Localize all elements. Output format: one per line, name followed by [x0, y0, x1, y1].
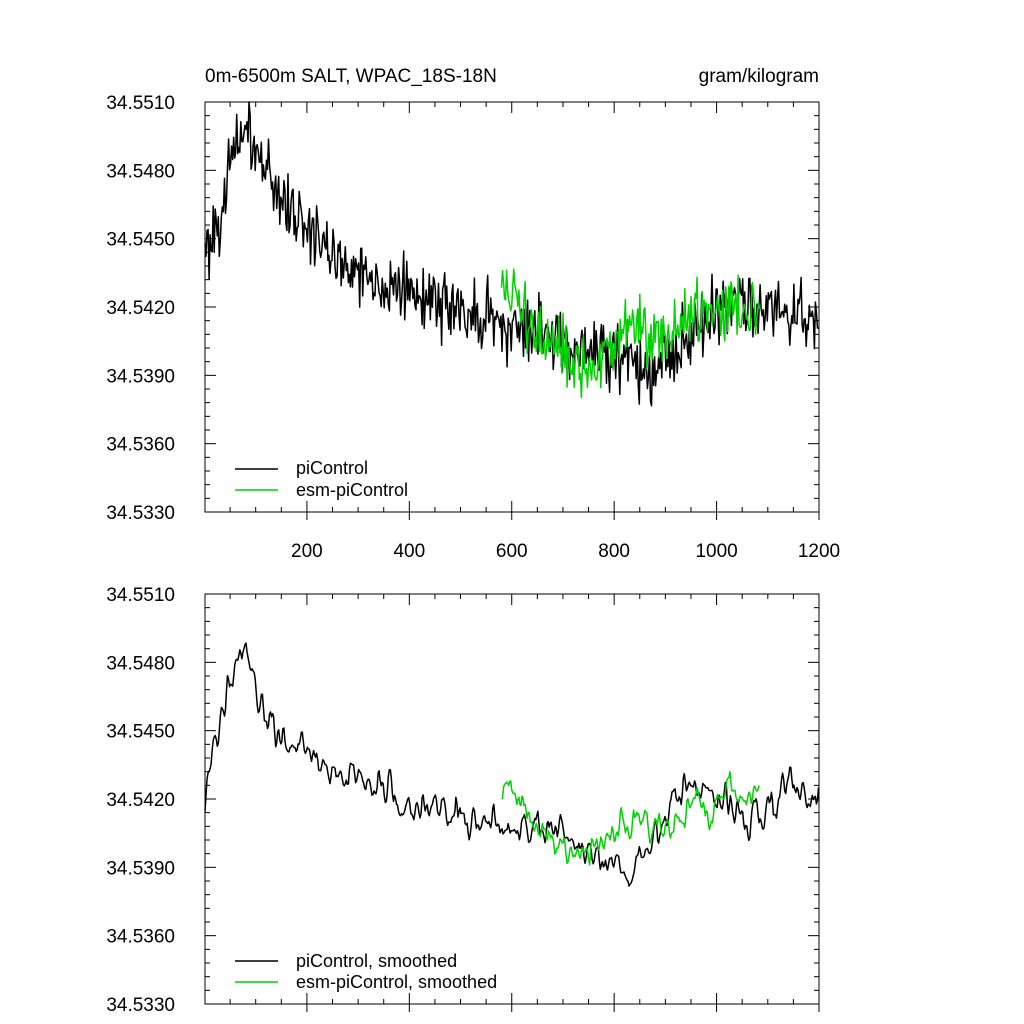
top-legend: piControl esm-piControl — [235, 458, 408, 500]
series-line-esm-picontrol-smoothed — [501, 770, 761, 866]
y-tick-label: 34.5330 — [106, 995, 175, 1016]
top-legend-label-esm-picontrol: esm-piControl — [296, 480, 408, 500]
x-tick-label: 400 — [393, 541, 425, 562]
top-legend-label-picontrol: piControl — [296, 458, 368, 478]
y-tick-label: 34.5360 — [106, 927, 175, 948]
top-tick-marks — [205, 101, 820, 520]
series-line-esm-picontrol — [500, 268, 761, 399]
x-tick-label: 600 — [496, 541, 528, 562]
y-tick-label: 34.5510 — [106, 93, 175, 114]
y-tick-label: 34.5420 — [106, 790, 175, 811]
y-tick-label: 34.5420 — [106, 298, 175, 319]
x-tick-label: 800 — [598, 541, 630, 562]
top-series-group — [204, 101, 819, 407]
y-tick-label: 34.5480 — [106, 161, 175, 182]
x-tick-label: 1200 — [798, 541, 840, 562]
y-tick-label: 34.5480 — [106, 653, 175, 674]
bottom-tick-marks — [205, 593, 820, 1012]
y-tick-label: 34.5510 — [106, 585, 175, 606]
y-tick-label: 34.5450 — [106, 722, 175, 743]
bottom-legend: piControl, smoothed esm-piControl, smoot… — [235, 951, 497, 992]
y-tick-label: 34.5450 — [106, 230, 175, 251]
top-y-tick-labels: 34.5330 34.5360 34.5390 34.5420 34.5450 34.54… — [106, 93, 175, 524]
bottom-y-tick-labels: 34.5330 34.5360 34.5390 34.5420 34.5450 34.54… — [106, 585, 175, 1016]
top-chart-title: 0m-6500m SALT, WPAC_18S-18N — [205, 66, 497, 87]
x-tick-label: 1000 — [695, 541, 737, 562]
y-tick-label: 34.5390 — [106, 858, 175, 879]
x-tick-label: 200 — [291, 541, 323, 562]
y-tick-label: 34.5390 — [106, 366, 175, 387]
y-tick-label: 34.5360 — [106, 435, 175, 456]
series-line-picontrol — [204, 101, 819, 407]
bottom-legend-label-picontrol: piControl, smoothed — [296, 951, 457, 971]
bottom-legend-label-esm-picontrol: esm-piControl, smoothed — [296, 972, 497, 992]
bottom-series-group — [204, 642, 820, 887]
y-tick-label: 34.5330 — [106, 503, 175, 524]
top-chart-units: gram/kilogram — [699, 66, 819, 87]
series-line-picontrol-smoothed — [204, 642, 820, 887]
top-x-tick-labels: 200 400 600 800 1000 1200 — [291, 541, 840, 562]
